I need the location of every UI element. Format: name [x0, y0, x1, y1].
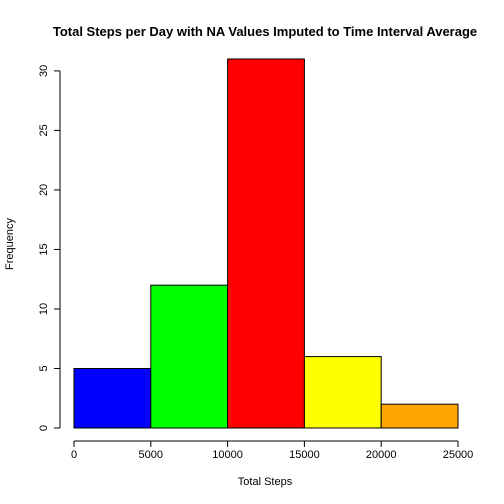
x-tick-label: 5000: [139, 449, 163, 461]
y-tick-label: 30: [38, 65, 50, 77]
x-tick-label: 25000: [443, 449, 474, 461]
x-axis: 0 5000 10000 15000 20000 25000: [71, 440, 474, 461]
histogram-bar-2: [150, 284, 229, 429]
y-tick-label: 5: [38, 365, 50, 371]
y-axis-label: Frequency: [4, 218, 16, 270]
y-tick-label: 15: [38, 243, 50, 255]
histogram-bar-4: [303, 356, 382, 429]
histogram-bar-3: [227, 58, 305, 429]
x-tick-label: 15000: [289, 449, 320, 461]
y-tick-label: 20: [38, 184, 50, 196]
x-tick-label: 10000: [212, 449, 243, 461]
x-axis-label: Total Steps: [238, 476, 293, 488]
y-tick-label: 10: [38, 303, 50, 315]
y-tick-label: 25: [38, 124, 50, 136]
x-tick-label: 0: [71, 449, 77, 461]
bars-group: [73, 58, 459, 429]
y-axis: 0 5 10 15 20 25 30: [38, 65, 61, 431]
histogram-bar-5: [380, 403, 459, 429]
chart-title: Total Steps per Day with NA Values Imput…: [53, 24, 477, 39]
histogram-bar-1: [73, 367, 152, 429]
x-tick-label: 20000: [366, 449, 397, 461]
y-tick-label: 0: [38, 425, 50, 431]
